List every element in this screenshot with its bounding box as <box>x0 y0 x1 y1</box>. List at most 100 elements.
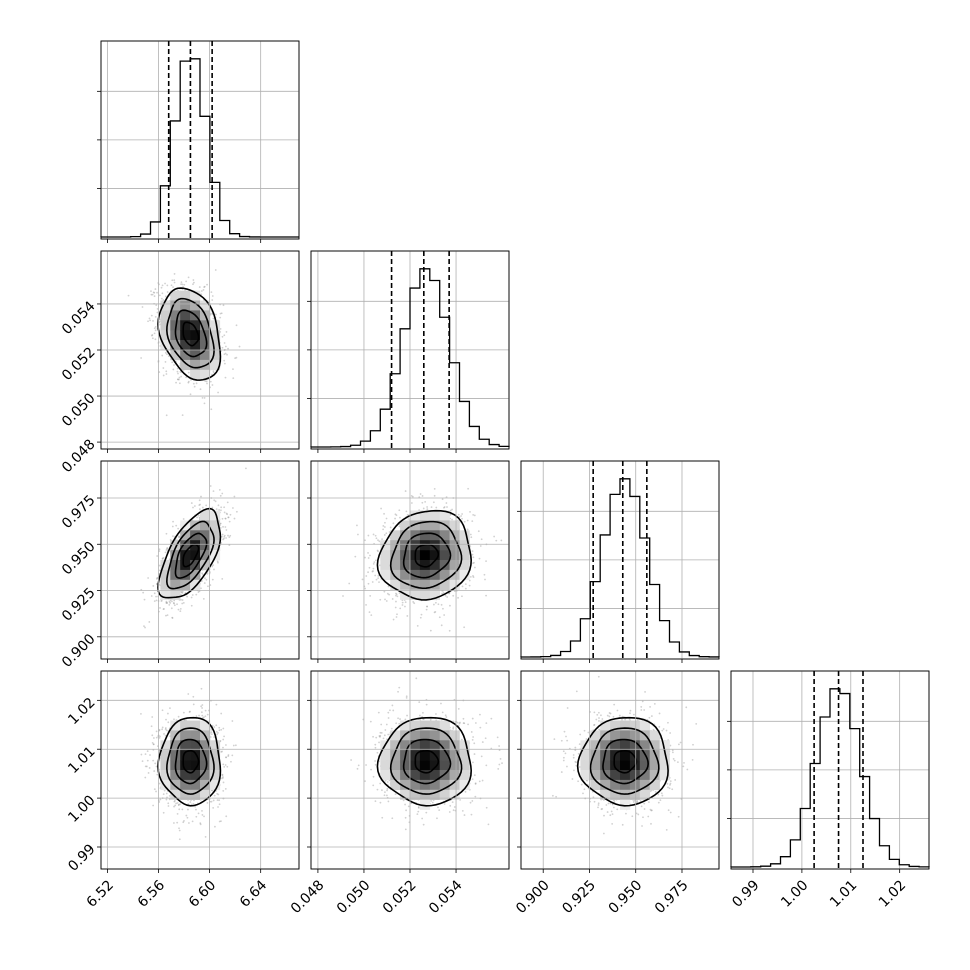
scatter-point <box>200 495 202 498</box>
scatter-point <box>245 467 247 470</box>
scatter-point <box>200 290 203 292</box>
scatter-point <box>165 532 168 535</box>
scatter-point <box>232 368 234 371</box>
scatter-point <box>178 535 180 538</box>
scatter-point <box>176 812 179 815</box>
density-cell <box>190 300 201 311</box>
y-tick-label: 0.048 <box>59 436 99 476</box>
scatter-point <box>367 552 369 554</box>
density-cell <box>419 520 431 531</box>
scatter-point <box>211 506 214 509</box>
scatter-point <box>207 585 209 588</box>
scatter-point <box>412 601 415 603</box>
scatter-point <box>204 577 206 580</box>
scatter-point <box>457 513 460 516</box>
scatter-point <box>164 551 167 554</box>
density-cell <box>429 579 440 590</box>
scatter-point <box>433 611 436 614</box>
scatter-point <box>457 596 459 599</box>
scatter-point <box>211 299 214 301</box>
scatter-point <box>220 506 223 509</box>
scatter-point <box>425 608 428 611</box>
scatter-point <box>164 361 167 363</box>
scatter-point <box>493 535 496 538</box>
scatter-point <box>411 495 414 498</box>
scatter-point <box>166 353 168 356</box>
scatter-point <box>235 510 238 513</box>
panel-content <box>127 269 241 417</box>
scatter-point <box>154 315 157 318</box>
scatter-point <box>472 556 475 559</box>
scatter-point <box>201 572 204 575</box>
scatter-point <box>203 582 206 584</box>
density-cell <box>160 320 171 331</box>
density-cell <box>209 550 221 561</box>
scatter-point <box>383 534 386 536</box>
density-cell <box>180 320 191 331</box>
scatter-point <box>224 517 227 520</box>
density-cell <box>170 579 181 590</box>
scatter-point <box>416 624 419 627</box>
scatter-point <box>153 592 156 595</box>
scatter-point <box>152 291 155 294</box>
scatter-point <box>223 334 226 337</box>
scatter-point <box>222 727 225 730</box>
scatter-point <box>166 284 169 287</box>
scatter-point <box>156 555 159 557</box>
scatter-point <box>213 499 216 502</box>
scatter-point <box>222 304 225 307</box>
scatter-point <box>220 541 223 544</box>
scatter-point <box>154 338 157 341</box>
scatter-point <box>211 373 213 376</box>
scatter-point <box>172 535 174 538</box>
scatter-point <box>198 286 201 288</box>
scatter-point <box>383 526 386 528</box>
scatter-point <box>211 565 214 568</box>
scatter-point <box>153 770 156 772</box>
scatter-point <box>166 291 169 293</box>
density-cell <box>160 589 171 600</box>
density-cell <box>170 560 181 571</box>
scatter-point <box>424 500 427 503</box>
scatter-point <box>426 605 428 608</box>
scatter-point <box>404 490 407 492</box>
scatter-point <box>159 607 161 609</box>
scatter-point <box>159 798 162 801</box>
scatter-point <box>156 311 159 314</box>
scatter-point <box>445 502 448 504</box>
scatter-point <box>177 608 180 611</box>
panel-content <box>140 687 237 841</box>
scatter-point <box>368 611 371 614</box>
scatter-point <box>166 602 169 604</box>
density-cell <box>190 330 201 341</box>
scatter-point <box>460 515 462 517</box>
density-cell <box>170 290 181 301</box>
scatter-point <box>223 511 226 514</box>
density-cell <box>160 340 171 351</box>
scatter-point <box>216 560 219 563</box>
density-cell <box>160 300 171 311</box>
scatter-point <box>398 592 401 595</box>
scatter-point <box>181 591 184 594</box>
scatter-point <box>382 528 385 531</box>
scatter-point <box>171 525 174 528</box>
scatter-point <box>212 370 215 373</box>
scatter-point <box>156 291 158 294</box>
scatter-point <box>426 506 429 508</box>
density-cell <box>410 569 421 581</box>
scatter-point <box>163 608 165 610</box>
scatter-point <box>214 269 217 271</box>
scatter-point <box>190 596 193 599</box>
scatter-point <box>377 577 380 580</box>
scatter-point <box>181 283 184 286</box>
scatter-point <box>223 342 226 344</box>
scatter-point <box>374 574 377 577</box>
contour-line <box>166 297 215 369</box>
scatter-point <box>194 805 197 808</box>
scatter-point <box>185 280 188 283</box>
scatter-point <box>435 506 438 509</box>
scatter-point <box>203 815 205 818</box>
density-cell <box>190 350 201 361</box>
scatter-point <box>421 495 424 497</box>
scatter-point <box>222 525 224 528</box>
